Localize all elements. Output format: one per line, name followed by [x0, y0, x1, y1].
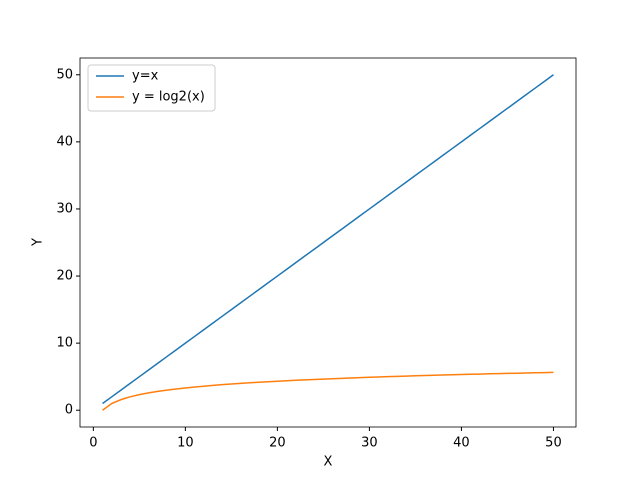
plot-frame — [79, 57, 577, 428]
legend-label: y = log2(x) — [132, 90, 205, 105]
y-tick-label: 20 — [56, 269, 73, 284]
y-tick-label: 0 — [65, 403, 73, 418]
y-tick-label: 50 — [56, 67, 73, 82]
x-tick-label: 10 — [177, 436, 194, 451]
x-tick-label: 20 — [269, 436, 286, 451]
x-tick-label: 30 — [361, 436, 378, 451]
y-tick-label: 30 — [56, 201, 73, 216]
y-axis-label: Y — [31, 238, 46, 247]
line-series — [102, 371, 554, 411]
x-tick-label: 50 — [545, 436, 562, 451]
x-tick-label: 0 — [89, 436, 97, 451]
y-tick-label: 40 — [56, 134, 73, 149]
y-tick-label: 10 — [56, 336, 73, 351]
line-series — [102, 74, 554, 405]
legend-label: y=x — [132, 69, 159, 84]
x-axis-label: X — [324, 455, 333, 470]
x-tick-label: 40 — [453, 436, 470, 451]
